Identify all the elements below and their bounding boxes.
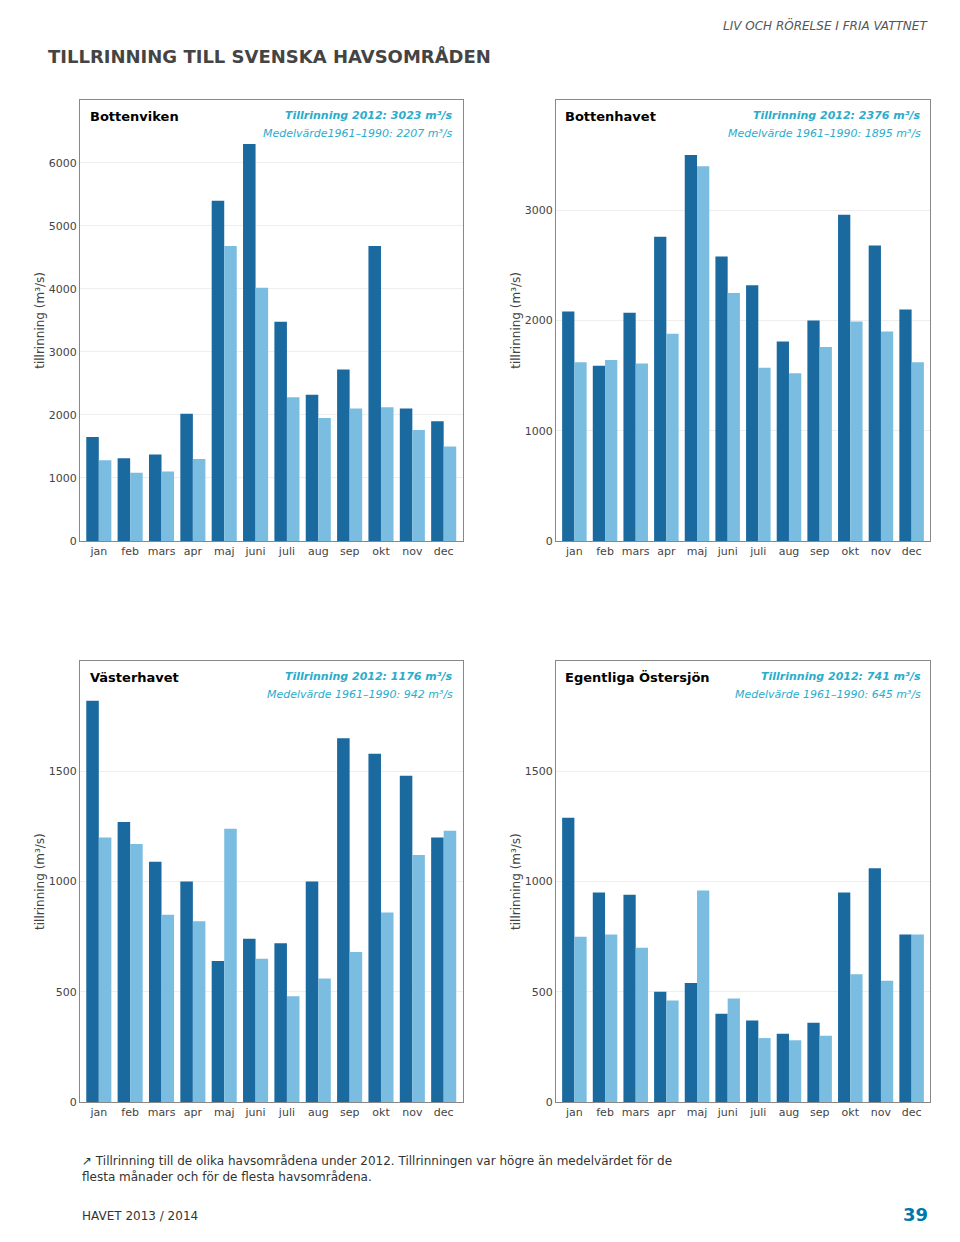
svg-text:0: 0 xyxy=(546,535,553,548)
svg-text:maj: maj xyxy=(687,545,708,558)
svg-text:6000: 6000 xyxy=(49,157,77,170)
svg-text:okt: okt xyxy=(842,1106,860,1119)
svg-text:nov: nov xyxy=(402,545,423,558)
svg-text:dec: dec xyxy=(902,1106,922,1119)
svg-text:jan: jan xyxy=(565,1106,583,1119)
svg-text:dec: dec xyxy=(902,545,922,558)
svg-text:jan: jan xyxy=(89,545,107,558)
svg-text:juni: juni xyxy=(717,545,738,558)
svg-text:0: 0 xyxy=(546,1096,553,1109)
svg-text:maj: maj xyxy=(214,1106,235,1119)
svg-text:apr: apr xyxy=(657,1106,676,1119)
svg-text:mars: mars xyxy=(622,545,650,558)
svg-text:okt: okt xyxy=(372,545,390,558)
svg-text:okt: okt xyxy=(842,545,860,558)
svg-text:sep: sep xyxy=(340,545,359,558)
svg-text:maj: maj xyxy=(687,1106,708,1119)
svg-text:sep: sep xyxy=(810,545,829,558)
svg-text:LIV OCH RÖRELSE I FRIA VATTNET: LIV OCH RÖRELSE I FRIA VATTNET xyxy=(723,17,928,33)
svg-text:Bottenviken: Bottenviken xyxy=(90,109,179,124)
svg-text:aug: aug xyxy=(308,545,329,558)
svg-text:okt: okt xyxy=(372,1106,390,1119)
svg-text:4000: 4000 xyxy=(49,283,77,296)
svg-text:500: 500 xyxy=(56,986,77,999)
svg-text:Bottenhavet: Bottenhavet xyxy=(565,109,656,124)
svg-text:nov: nov xyxy=(871,545,892,558)
svg-text:sep: sep xyxy=(340,1106,359,1119)
svg-text:feb: feb xyxy=(121,545,139,558)
svg-text:Tillrinning 2012: 741 m³/s: Tillrinning 2012: 741 m³/s xyxy=(761,670,921,683)
svg-text:tillrinning (m³/s): tillrinning (m³/s) xyxy=(33,833,47,930)
svg-text:1500: 1500 xyxy=(49,765,77,778)
svg-text:juli: juli xyxy=(278,1106,295,1119)
svg-text:mars: mars xyxy=(148,545,176,558)
svg-text:aug: aug xyxy=(779,1106,800,1119)
svg-text:mars: mars xyxy=(148,1106,176,1119)
svg-text:nov: nov xyxy=(402,1106,423,1119)
svg-text:dec: dec xyxy=(434,545,454,558)
svg-text:dec: dec xyxy=(434,1106,454,1119)
svg-text:sep: sep xyxy=(810,1106,829,1119)
svg-text:maj: maj xyxy=(214,545,235,558)
svg-text:juli: juli xyxy=(749,1106,766,1119)
svg-text:Medelvärde1961–1990: 2207 m³/s: Medelvärde1961–1990: 2207 m³/s xyxy=(263,127,453,140)
svg-text:Medelvärde 1961–1990: 1895 m³/: Medelvärde 1961–1990: 1895 m³/s xyxy=(728,127,921,140)
svg-text:aug: aug xyxy=(308,1106,329,1119)
svg-text:apr: apr xyxy=(184,545,203,558)
svg-text:aug: aug xyxy=(779,545,800,558)
svg-text:tillrinning (m³/s): tillrinning (m³/s) xyxy=(33,272,47,369)
svg-text:TILLRINNING TILL SVENSKA HAVSO: TILLRINNING TILL SVENSKA HAVSOMRÅDEN xyxy=(48,45,491,67)
svg-text:Tillrinning 2012: 2376 m³/s: Tillrinning 2012: 2376 m³/s xyxy=(753,109,921,122)
svg-text:Västerhavet: Västerhavet xyxy=(90,670,179,685)
svg-text:1000: 1000 xyxy=(525,875,553,888)
svg-text:0: 0 xyxy=(70,1096,77,1109)
svg-text:↗ Tillrinning till de olika ha: ↗ Tillrinning till de olika havsområdena… xyxy=(82,1154,672,1184)
svg-text:tillrinning (m³/s): tillrinning (m³/s) xyxy=(509,833,523,930)
svg-text:HAVET 2013 / 2014: HAVET 2013 / 2014 xyxy=(82,1209,198,1223)
svg-text:tillrinning (m³/s): tillrinning (m³/s) xyxy=(509,272,523,369)
svg-text:1000: 1000 xyxy=(49,472,77,485)
svg-text:juli: juli xyxy=(278,545,295,558)
svg-text:5000: 5000 xyxy=(49,220,77,233)
svg-text:3000: 3000 xyxy=(525,204,553,217)
svg-text:0: 0 xyxy=(70,535,77,548)
svg-text:jan: jan xyxy=(89,1106,107,1119)
svg-text:Egentliga Östersjön: Egentliga Östersjön xyxy=(565,670,710,685)
svg-text:1500: 1500 xyxy=(525,765,553,778)
svg-text:feb: feb xyxy=(596,1106,614,1119)
svg-text:1000: 1000 xyxy=(49,875,77,888)
svg-text:juli: juli xyxy=(749,545,766,558)
svg-text:juni: juni xyxy=(245,1106,266,1119)
svg-text:apr: apr xyxy=(184,1106,203,1119)
svg-text:mars: mars xyxy=(622,1106,650,1119)
svg-text:2000: 2000 xyxy=(525,314,553,327)
svg-text:juni: juni xyxy=(717,1106,738,1119)
svg-text:Medelvärde 1961–1990: 942 m³/s: Medelvärde 1961–1990: 942 m³/s xyxy=(267,688,453,701)
svg-text:feb: feb xyxy=(596,545,614,558)
svg-text:2000: 2000 xyxy=(49,409,77,422)
svg-text:1000: 1000 xyxy=(525,425,553,438)
svg-text:Medelvärde 1961–1990: 645 m³/s: Medelvärde 1961–1990: 645 m³/s xyxy=(735,688,921,701)
svg-text:jan: jan xyxy=(565,545,583,558)
svg-text:feb: feb xyxy=(121,1106,139,1119)
svg-text:500: 500 xyxy=(532,986,553,999)
svg-text:39: 39 xyxy=(903,1204,928,1225)
svg-text:Tillrinning 2012: 3023 m³/s: Tillrinning 2012: 3023 m³/s xyxy=(285,109,453,122)
svg-text:apr: apr xyxy=(657,545,676,558)
svg-text:nov: nov xyxy=(871,1106,892,1119)
svg-text:3000: 3000 xyxy=(49,346,77,359)
svg-text:juni: juni xyxy=(245,545,266,558)
svg-text:Tillrinning 2012: 1176 m³/s: Tillrinning 2012: 1176 m³/s xyxy=(285,670,453,683)
